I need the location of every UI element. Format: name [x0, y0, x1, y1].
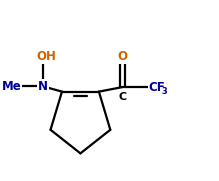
Text: CF: CF [148, 81, 165, 94]
Text: N: N [38, 80, 48, 93]
Text: OH: OH [36, 50, 56, 63]
Text: O: O [117, 50, 127, 63]
Text: C: C [118, 92, 126, 102]
Text: 3: 3 [161, 87, 167, 96]
Text: Me: Me [2, 80, 21, 93]
